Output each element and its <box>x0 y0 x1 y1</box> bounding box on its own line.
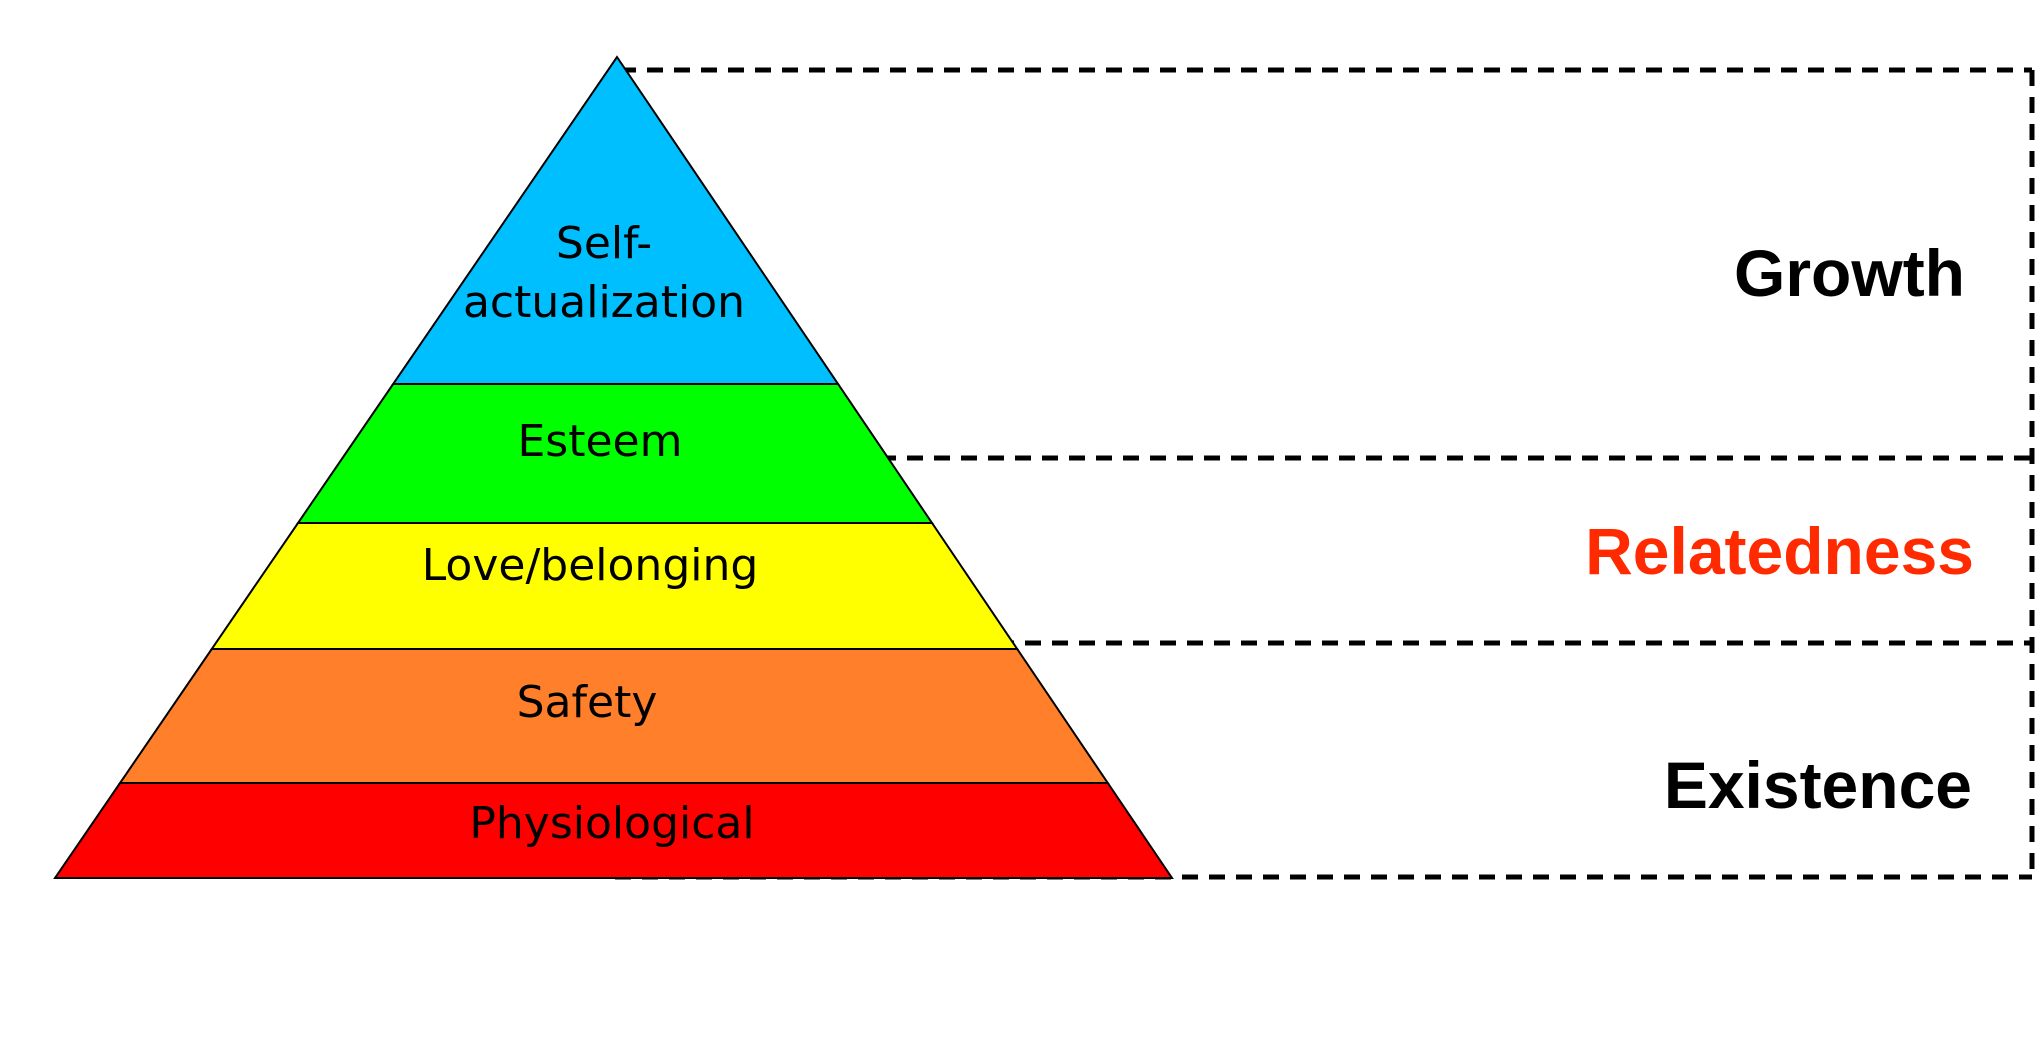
group-label-growth: Growth <box>1734 236 1965 310</box>
pyramid-level-label-0-0: Self- <box>556 218 652 269</box>
pyramid-level-label-4-0: Physiological <box>469 798 754 849</box>
erg-group-labels: Growth Relatedness Existence <box>1585 236 1974 822</box>
group-boundary-lines <box>615 67 2035 880</box>
pyramid-level-label-1-0: Esteem <box>518 416 683 467</box>
pyramid-level-labels: Self-actualization Esteem Love/belonging Sa… <box>422 218 759 849</box>
pyramid-level-label-3-0: Safety <box>517 677 658 728</box>
pyramid-level-4 <box>53 782 1174 879</box>
group-label-existence: Existence <box>1664 748 1972 822</box>
pyramid-level-label-0-1: actualization <box>463 277 745 328</box>
needs-pyramid <box>53 55 1174 879</box>
pyramid-level-label-2-0: Love/belonging <box>422 540 759 591</box>
group-label-relatedness: Relatedness <box>1585 514 1974 588</box>
